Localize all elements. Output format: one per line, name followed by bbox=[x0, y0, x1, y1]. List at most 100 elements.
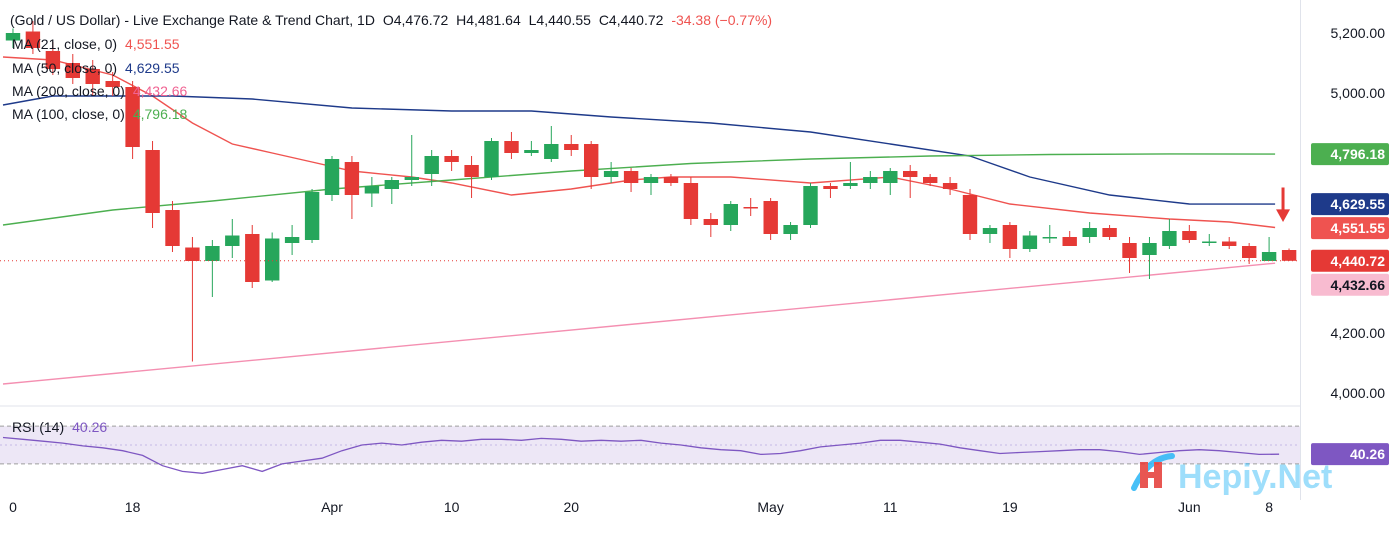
candle-body bbox=[65, 63, 80, 78]
candle-body bbox=[464, 165, 479, 177]
change-value: -34.38 (−0.77%) bbox=[671, 12, 773, 28]
candle-body bbox=[1062, 237, 1077, 246]
candle-body bbox=[484, 141, 499, 177]
candle-body bbox=[444, 156, 459, 162]
candle-body bbox=[1261, 252, 1277, 261]
ma-line-ma200close0 bbox=[2, 262, 1276, 385]
candle-body bbox=[165, 210, 180, 246]
legend-ma100[interactable]: MA (100, close, 0) 4,796.18 bbox=[12, 106, 187, 122]
close-value: C4,440.72 bbox=[598, 12, 664, 28]
x-tick-label: 0 bbox=[9, 499, 17, 515]
candle-body bbox=[883, 171, 898, 183]
symbol-title[interactable]: (Gold / US Dollar) - Live Exchange Rate … bbox=[10, 12, 350, 28]
legend-label: MA (50, close, 0) bbox=[12, 60, 118, 76]
ma-line-ma100close0 bbox=[2, 153, 1276, 226]
candle-body bbox=[1182, 231, 1197, 240]
down-arrow-head-icon bbox=[1276, 209, 1291, 222]
legend-rsi[interactable]: RSI (14) 40.26 bbox=[12, 419, 107, 435]
interval-label[interactable]: 1D bbox=[357, 12, 375, 28]
price-tag bbox=[1311, 249, 1389, 272]
price-tag-label: 4,796.18 bbox=[1331, 146, 1386, 162]
x-tick-label: 11 bbox=[883, 499, 898, 515]
candle-body bbox=[923, 177, 938, 183]
candle-body bbox=[962, 195, 978, 234]
candle-body bbox=[205, 246, 220, 261]
candle-body bbox=[185, 247, 200, 261]
candle-body bbox=[723, 204, 738, 225]
candle-body bbox=[1022, 235, 1038, 249]
candle-body bbox=[304, 192, 320, 240]
candle-body bbox=[743, 207, 758, 209]
candle-body bbox=[564, 144, 579, 150]
legend-value: 4,796.18 bbox=[132, 106, 188, 122]
candle-body bbox=[783, 225, 798, 234]
candle-body bbox=[843, 183, 858, 186]
candle-body bbox=[584, 144, 599, 177]
candle-body bbox=[803, 186, 818, 225]
legend-label: MA (21, close, 0) bbox=[12, 36, 118, 52]
legend-ma200[interactable]: MA (200, close, 0) 4,432.66 bbox=[12, 83, 187, 99]
legend-ma50[interactable]: MA (50, close, 0) 4,629.55 bbox=[12, 60, 180, 76]
x-tick-label: 8 bbox=[1265, 499, 1273, 515]
price-tag bbox=[1311, 217, 1389, 240]
legend-value: 4,629.55 bbox=[125, 60, 180, 76]
ma-line-ma50close0 bbox=[2, 95, 1276, 205]
candle-body bbox=[5, 33, 21, 41]
candle-body bbox=[324, 159, 340, 195]
candle-body bbox=[1281, 250, 1297, 261]
low-value: L4,440.55 bbox=[528, 12, 591, 28]
rsi-label: RSI (14) bbox=[12, 419, 65, 435]
candle-body bbox=[404, 177, 419, 180]
x-tick-label: Apr bbox=[321, 499, 343, 515]
legend-label: MA (200, close, 0) bbox=[12, 83, 125, 99]
candle-body bbox=[364, 186, 380, 194]
rsi-price-tag bbox=[1311, 443, 1389, 466]
price-tag-label: 4,432.66 bbox=[1331, 277, 1386, 293]
candle-body bbox=[85, 69, 100, 84]
chart-header: (Gold / US Dollar) - Live Exchange Rate … bbox=[10, 12, 773, 28]
high-value: H4,481.64 bbox=[456, 12, 521, 28]
price-tag bbox=[1311, 273, 1389, 296]
candle-body bbox=[903, 171, 918, 177]
y-tick-label: 4,200.00 bbox=[1331, 325, 1386, 341]
candle-body bbox=[1202, 241, 1217, 243]
candle-body bbox=[1222, 241, 1237, 246]
candle-body bbox=[1102, 228, 1117, 237]
candle-body bbox=[663, 177, 679, 183]
x-tick-label: 20 bbox=[563, 499, 579, 515]
rsi-value: 40.26 bbox=[72, 419, 108, 435]
candle-body bbox=[1082, 228, 1097, 237]
price-tag-label: 4,440.72 bbox=[1331, 253, 1386, 269]
price-tag bbox=[1311, 193, 1389, 216]
x-tick-label: May bbox=[757, 499, 783, 515]
candle-body bbox=[45, 51, 61, 69]
y-tick-label: 5,000.00 bbox=[1331, 85, 1386, 101]
candle-body bbox=[145, 150, 160, 213]
candle-body bbox=[1242, 246, 1257, 258]
candle-body bbox=[683, 183, 699, 219]
candle-body bbox=[265, 238, 280, 281]
candle-body bbox=[863, 177, 878, 183]
legend-value: 4,432.66 bbox=[132, 83, 188, 99]
candle-body bbox=[623, 171, 639, 183]
candle-body bbox=[1002, 225, 1018, 249]
candle-body bbox=[643, 177, 659, 183]
ma-line-ma21close0 bbox=[2, 56, 1276, 229]
price-tag-label: 4,629.55 bbox=[1331, 196, 1386, 212]
legend-value: 4,551.55 bbox=[125, 36, 180, 52]
candle-body bbox=[384, 180, 399, 189]
candle-body bbox=[982, 228, 998, 234]
candle-body bbox=[524, 150, 539, 153]
watermark-text: Hepiy.Net bbox=[1178, 458, 1332, 496]
candle-body bbox=[1122, 243, 1137, 258]
legend-ma21[interactable]: MA (21, close, 0) 4,551.55 bbox=[12, 36, 180, 52]
y-tick-label: 4,000.00 bbox=[1331, 385, 1386, 401]
candle-body bbox=[942, 183, 958, 189]
rsi-line bbox=[2, 436, 1280, 474]
x-tick-label: 10 bbox=[444, 499, 460, 515]
candle-body bbox=[1042, 237, 1057, 239]
y-tick-label: 5,200.00 bbox=[1331, 25, 1386, 41]
candle-body bbox=[245, 234, 260, 282]
candle-body bbox=[1162, 231, 1177, 246]
